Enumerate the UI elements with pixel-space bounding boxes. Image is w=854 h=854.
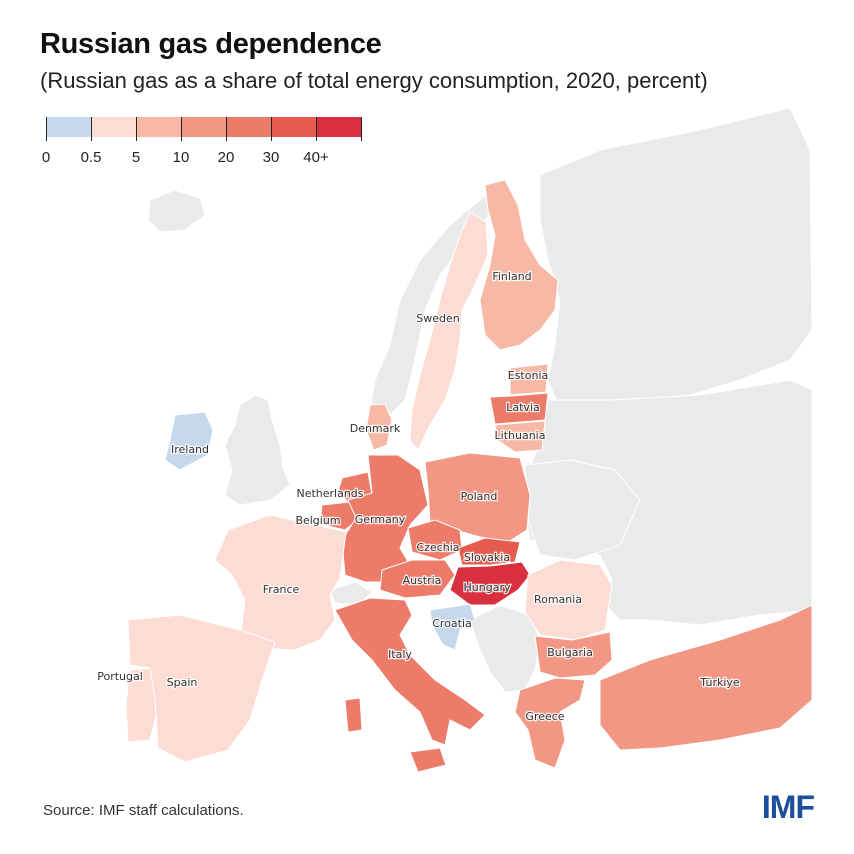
legend-swatch (271, 117, 316, 137)
label-finland: Finland (492, 270, 531, 283)
label-spain: Spain (167, 676, 198, 689)
label-france: France (263, 583, 300, 596)
country-hungary (449, 561, 531, 606)
chart-title: Russian gas dependence (40, 28, 382, 60)
label-belgium: Belgium (295, 514, 340, 527)
legend-swatch (316, 117, 361, 137)
country-estonia (509, 363, 549, 396)
label-latvia: Latvia (506, 401, 540, 414)
legend-swatch (91, 117, 136, 137)
country-romania (524, 559, 613, 641)
label-hungary: Hungary (464, 581, 511, 594)
country-ireland (164, 411, 214, 471)
country-lithuania (494, 420, 546, 453)
label-estonia: Estonia (508, 369, 549, 382)
legend-tick (271, 117, 272, 141)
land-switzerland (329, 581, 373, 606)
label-romania: Romania (534, 593, 582, 606)
label-ireland: Ireland (171, 443, 209, 456)
country-slovakia (457, 537, 521, 566)
land-north (539, 107, 813, 411)
label-italy: Italy (388, 648, 412, 661)
label-croatia: Croatia (432, 617, 472, 630)
label-czechia: Czechia (416, 541, 459, 554)
non-data-land (147, 107, 813, 693)
legend-label: 30 (262, 149, 280, 166)
legend-label: 0.5 (80, 149, 102, 166)
label-poland: Poland (461, 490, 498, 503)
country-bulgaria (534, 631, 613, 679)
country-shapes (125, 179, 813, 773)
land-belarus-ukraine (524, 459, 641, 561)
legend-tick (181, 117, 182, 141)
country-turkiye (599, 604, 813, 751)
source-note: Source: IMF staff calculations. (43, 802, 244, 819)
country-croatia (429, 603, 476, 651)
label-slovakia: Slovakia (464, 551, 510, 564)
europe-map: Finland Sweden Estonia Latvia Lithuania … (96, 107, 813, 773)
label-germany: Germany (355, 513, 406, 526)
legend-label: 0 (41, 149, 51, 166)
country-sicily (409, 747, 447, 773)
legend-label: 20 (217, 149, 235, 166)
country-labels: Finland Sweden Estonia Latvia Lithuania … (96, 269, 741, 725)
country-austria (379, 559, 456, 599)
imf-logo: IMF (761, 789, 815, 825)
country-france (214, 514, 347, 651)
country-sardinia (344, 697, 363, 733)
country-greece (514, 677, 586, 769)
legend-swatch (46, 117, 91, 137)
label-bulgaria: Bulgaria (547, 646, 593, 659)
color-legend: 0 0.5 5 10 20 30 40+ (42, 117, 364, 177)
label-austria: Austria (403, 574, 442, 587)
legend-label: 40+ (303, 149, 329, 166)
country-latvia (489, 392, 549, 425)
label-portugal: Portugal (97, 670, 143, 683)
country-sweden (409, 211, 489, 451)
label-sweden: Sweden (416, 312, 459, 325)
legend-tick (361, 117, 362, 141)
country-spain (127, 614, 276, 763)
legend-tick (226, 117, 227, 141)
country-italy (334, 597, 486, 746)
legend-swatch (181, 117, 226, 137)
legend-label: 10 (172, 149, 190, 166)
legend-label: 5 (131, 149, 141, 166)
label-turkiye: Türkiye (699, 676, 740, 689)
label-greece: Greece (525, 710, 564, 723)
legend-swatch (226, 117, 271, 137)
legend-tick (46, 117, 47, 141)
country-denmark (365, 403, 393, 451)
legend-swatch (136, 117, 181, 137)
label-denmark: Denmark (350, 422, 401, 435)
legend-tick (91, 117, 92, 141)
chart-subtitle: (Russian gas as a share of total energy … (40, 68, 708, 93)
legend-tick (316, 117, 317, 141)
land-uk (224, 394, 291, 506)
label-lithuania: Lithuania (495, 429, 546, 442)
country-finland (479, 179, 559, 351)
legend-tick (136, 117, 137, 141)
label-netherlands: Netherlands (296, 487, 363, 500)
land-balkans (469, 604, 541, 693)
land-iceland (147, 189, 206, 233)
